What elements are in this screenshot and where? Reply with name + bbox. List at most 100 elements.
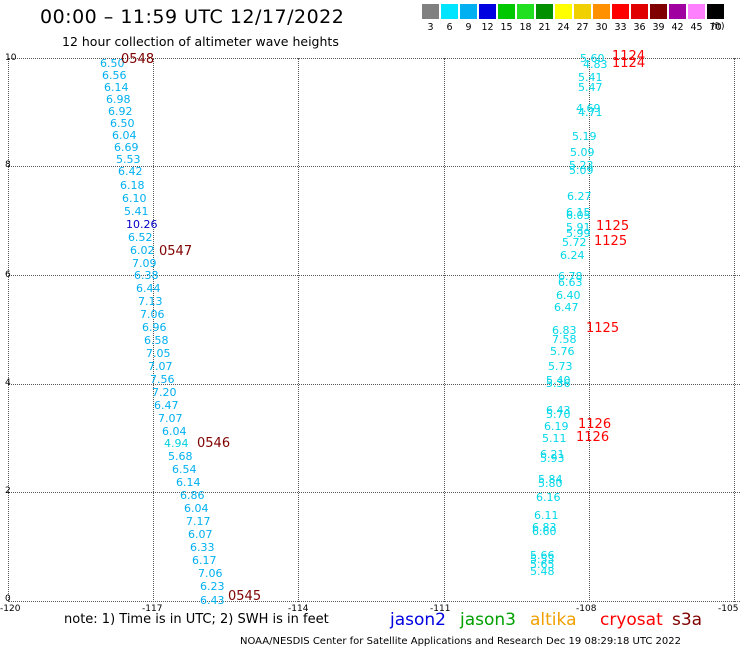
x-tick-label: -111 [430, 604, 451, 614]
wave-height-value: 6.07 [188, 528, 213, 541]
scale-swatch [612, 4, 629, 19]
scale-swatch [441, 4, 458, 19]
pass-time-label: 0548 [121, 52, 155, 67]
scale-label: 42 [671, 22, 684, 33]
wave-height-value: 7.06 [140, 308, 165, 321]
wave-height-value: 4.94 [164, 437, 189, 450]
wave-height-value: 5.19 [572, 130, 597, 143]
map-plot-area [8, 58, 740, 602]
scale-label: 39 [652, 22, 665, 33]
wave-height-value: 5.09 [570, 146, 595, 159]
wave-height-value: 6.60 [532, 525, 557, 538]
wave-height-value: 6.33 [190, 541, 215, 554]
wave-height-value: 6.27 [567, 190, 592, 203]
wave-height-value: 6.04 [184, 502, 209, 515]
page-subtitle: 12 hour collection of altimeter wave hei… [62, 34, 339, 49]
scale-label: 3 [427, 22, 434, 33]
scale-swatch [517, 4, 534, 19]
pass-time-label: 1125 [594, 234, 628, 249]
scale-swatch [498, 4, 515, 19]
grid-line-vertical [8, 58, 9, 602]
y-tick-label: 10 [5, 53, 17, 63]
scale-swatch [650, 4, 667, 19]
wave-height-value: 5.84 [538, 473, 563, 486]
wave-height-value: 6.16 [536, 491, 561, 504]
scale-swatch [422, 4, 439, 19]
wave-height-value: 5.40 [546, 374, 571, 387]
scale-swatch [593, 4, 610, 19]
scale-swatch [574, 4, 591, 19]
wave-height-value: 5.47 [578, 81, 603, 94]
scale-label: 9 [465, 22, 472, 33]
grid-line-horizontal [8, 58, 740, 59]
wave-height-value: 6.18 [120, 179, 145, 192]
pass-time-label: 0546 [197, 436, 231, 451]
wave-height-value: 6.83 [552, 324, 577, 337]
wave-height-value: 6.17 [192, 554, 217, 567]
wave-height-value: 6.11 [534, 509, 559, 522]
y-tick-label: 4 [5, 378, 11, 388]
x-tick-label: -105 [718, 604, 739, 614]
grid-line-vertical [153, 58, 154, 602]
wave-height-value: 4.69 [576, 102, 601, 115]
scale-label: 27 [576, 22, 589, 33]
wave-height-value: 6.98 [106, 93, 131, 106]
wave-height-value: 5.11 [542, 432, 567, 445]
wave-height-value: 7.05 [146, 347, 171, 360]
grid-line-vertical [589, 58, 590, 602]
pass-time-label: 1124 [612, 49, 646, 64]
wave-height-value: 7.20 [152, 386, 177, 399]
scale-label: 18 [519, 22, 532, 33]
grid-line-horizontal [8, 275, 740, 276]
wave-height-value: 6.54 [172, 463, 197, 476]
wave-height-value: 6.78 [558, 270, 583, 283]
scale-swatch [460, 4, 477, 19]
wave-height-value: 7.13 [138, 295, 163, 308]
wave-height-value: 6.10 [122, 192, 147, 205]
wave-height-value: 7.56 [150, 373, 175, 386]
y-tick-label: 0 [5, 594, 11, 604]
wave-height-value: 6.63 [558, 276, 583, 289]
wave-height-value: 6.56 [102, 69, 127, 82]
pass-time-label: 0545 [228, 589, 262, 604]
scale-label: 12 [481, 22, 494, 33]
grid-line-vertical [734, 58, 735, 602]
wave-height-value: 6.14 [104, 81, 129, 94]
wave-height-value: 5.09 [569, 164, 594, 177]
wave-height-value: 6.47 [154, 399, 179, 412]
wave-height-value: 5.23 [569, 159, 594, 172]
page-title: 00:00 – 11:59 UTC 12/17/2022 [40, 6, 345, 28]
wave-height-value: 5.60 [580, 52, 605, 65]
wave-height-value: 7.09 [132, 257, 157, 270]
grid-line-vertical [298, 58, 299, 602]
wave-height-value: 6.43 [546, 404, 571, 417]
satellite-legend-item: altika [530, 610, 577, 630]
wave-height-value: 6.44 [136, 282, 161, 295]
wave-height-value: 5.73 [548, 360, 573, 373]
x-tick-label: -114 [288, 604, 309, 614]
grid-line-horizontal [8, 492, 740, 493]
wave-height-value: 5.72 [562, 236, 587, 249]
wave-height-value: 6.23 [200, 580, 225, 593]
y-tick-label: 8 [5, 160, 11, 170]
scale-swatch [707, 4, 724, 19]
wave-height-value: 6.40 [556, 289, 581, 302]
wave-height-value: 6.58 [144, 334, 169, 347]
wave-height-value: 5.65 [530, 558, 555, 571]
wave-height-value: 6.52 [128, 231, 153, 244]
wave-height-value: 7.58 [552, 333, 577, 346]
scale-label: 21 [538, 22, 551, 33]
wave-height-value: 6.96 [142, 321, 167, 334]
y-tick-label: 6 [5, 270, 11, 280]
wave-height-value: 6.14 [176, 476, 201, 489]
scale-label: 6 [446, 22, 453, 33]
pass-time-label: 1125 [596, 219, 630, 234]
wave-height-value: 5.93 [540, 452, 565, 465]
wave-height-value: 6.04 [112, 129, 137, 142]
pass-time-label: 1126 [576, 430, 610, 445]
wave-height-value: 7.07 [148, 360, 173, 373]
wave-height-value: 5.80 [538, 477, 563, 490]
wave-height-value: 5.91 [566, 221, 591, 234]
wave-height-value: 6.50 [100, 57, 125, 70]
